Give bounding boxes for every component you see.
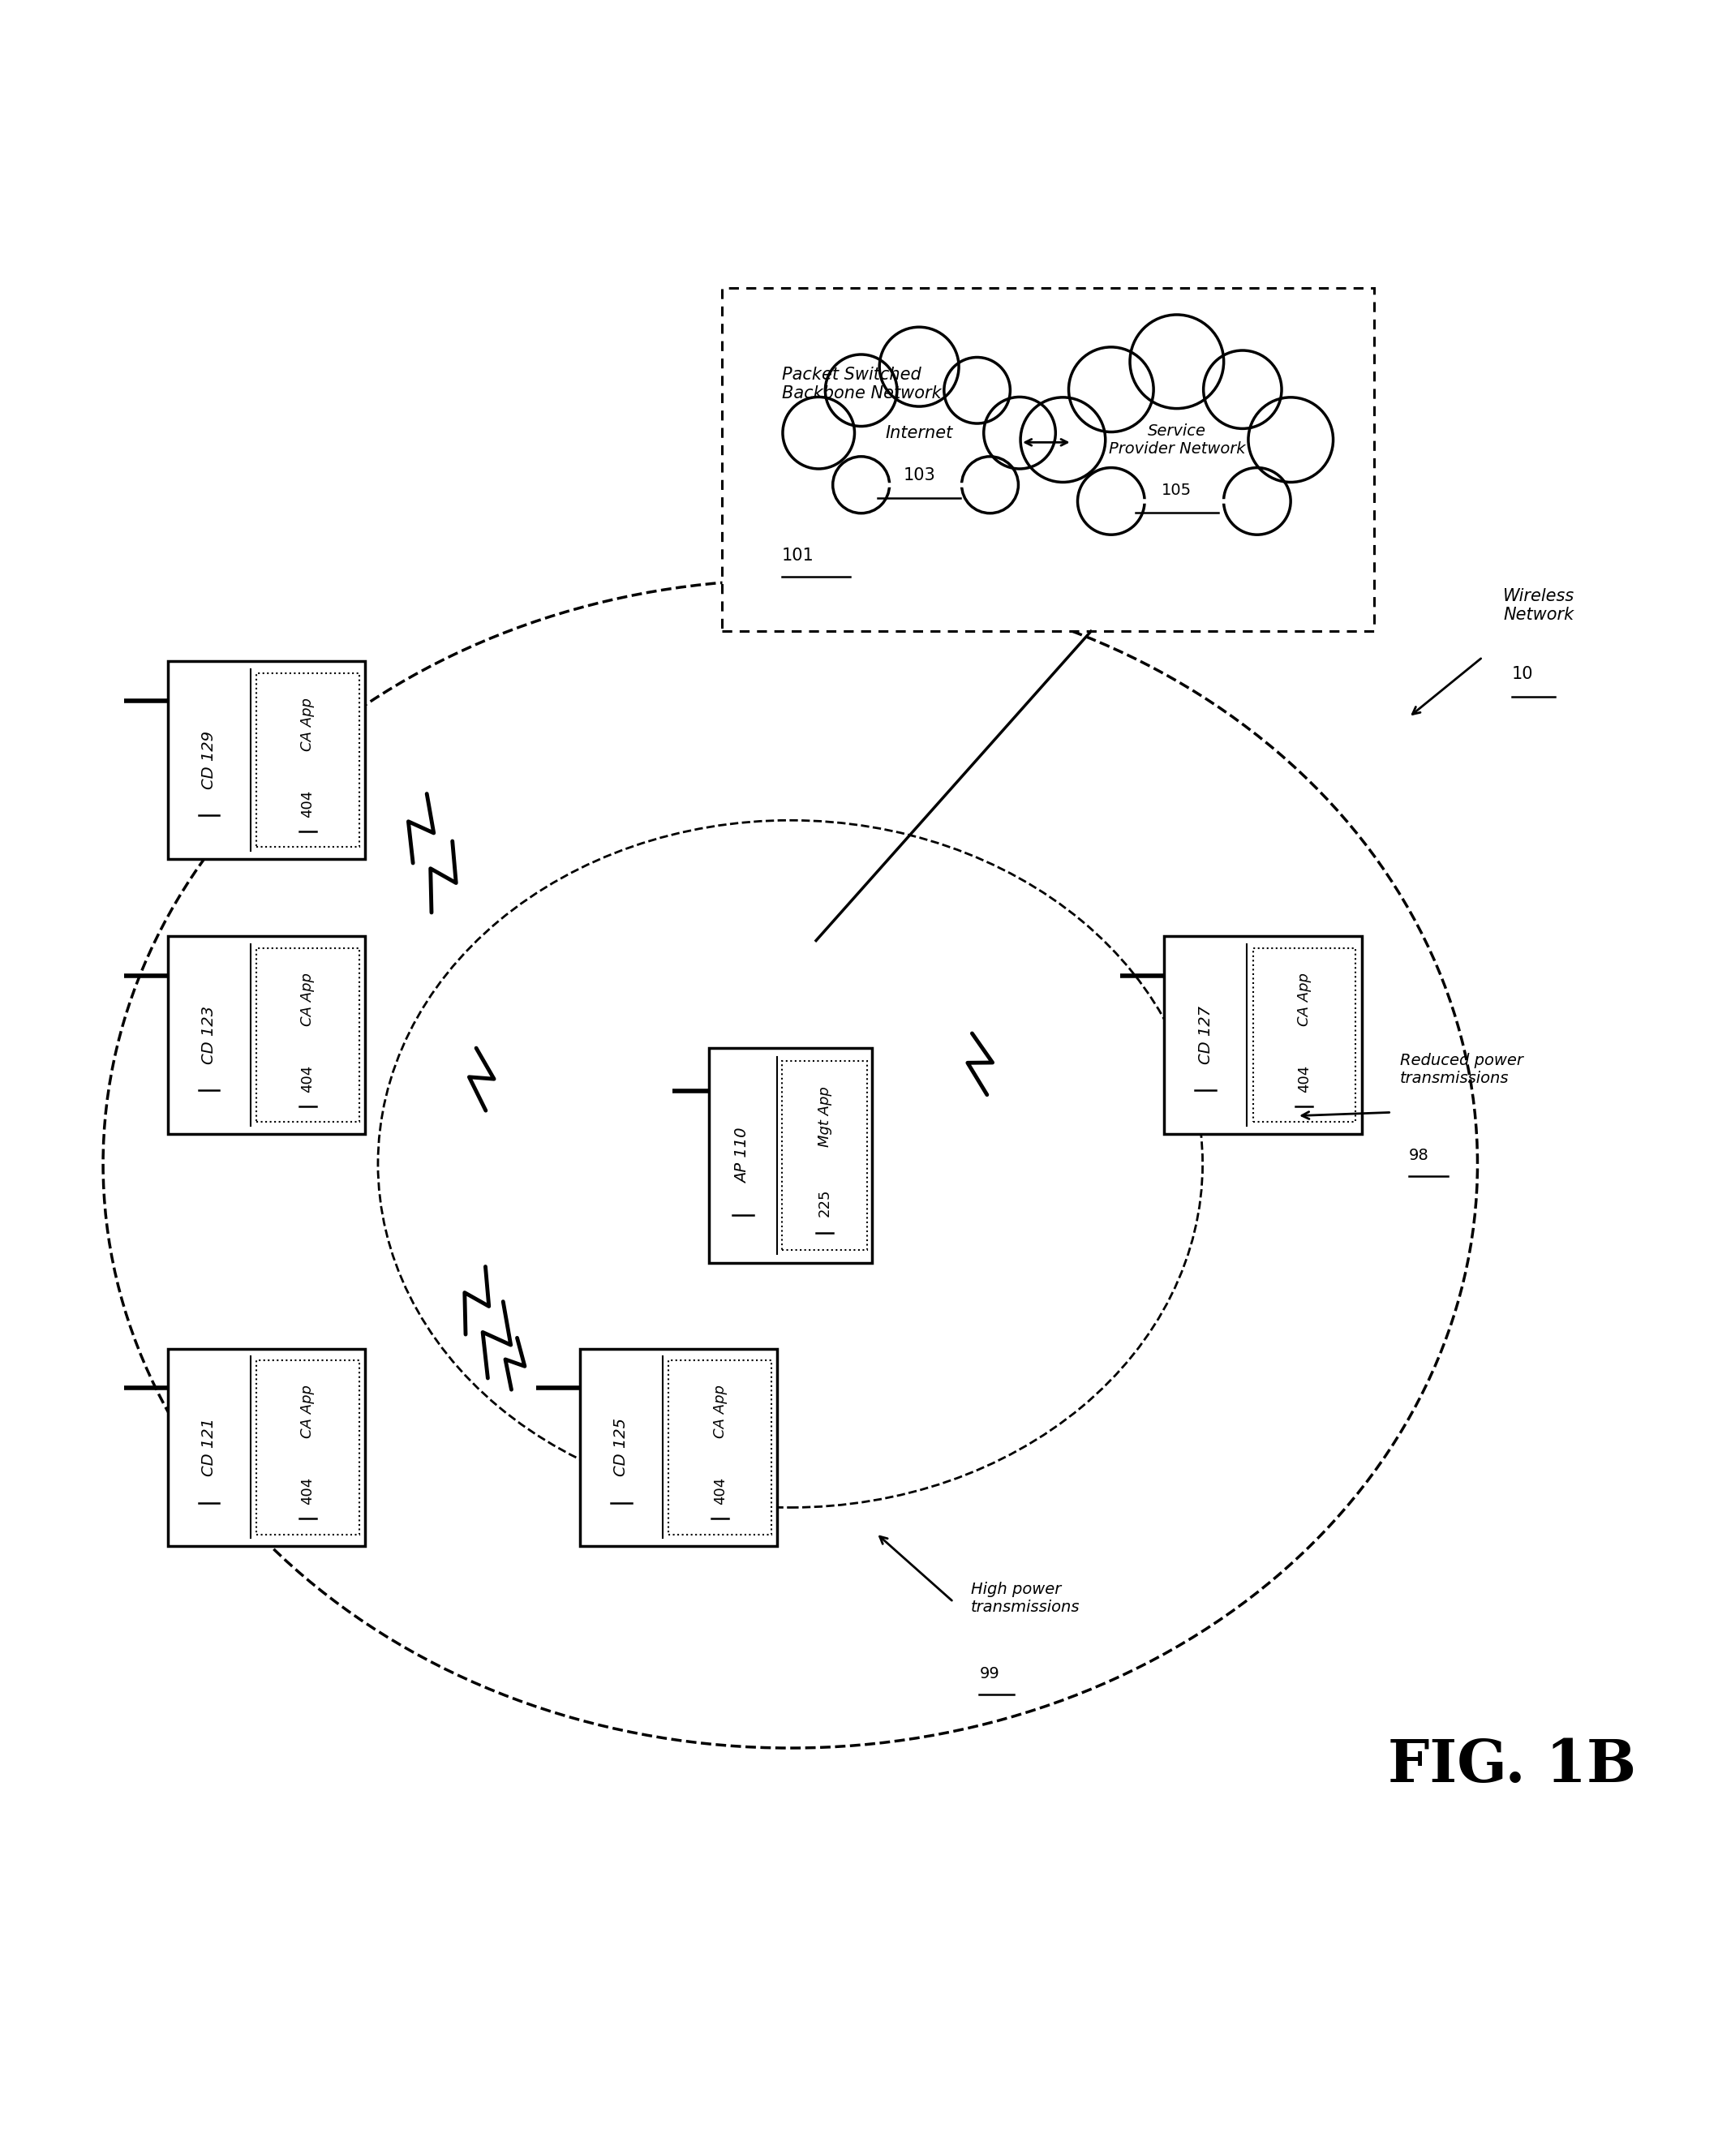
Bar [581, 1350, 777, 1546]
Text: CA App: CA App [1297, 972, 1311, 1026]
Circle shape [1077, 468, 1144, 535]
Bar [168, 936, 366, 1134]
Circle shape [783, 397, 854, 468]
Text: 404: 404 [301, 1065, 314, 1093]
Bar [710, 1048, 873, 1263]
Text: Internet: Internet [885, 425, 953, 442]
Text: CD 129: CD 129 [201, 731, 216, 789]
Text: 10: 10 [1512, 666, 1534, 683]
Text: 225: 225 [818, 1188, 832, 1216]
Bar [256, 1360, 359, 1535]
Bar [722, 287, 1374, 632]
Bar [1252, 949, 1356, 1121]
Text: 404: 404 [713, 1477, 727, 1505]
Text: 404: 404 [301, 1477, 314, 1505]
Circle shape [945, 358, 1010, 423]
Circle shape [880, 328, 959, 407]
Bar [668, 1360, 771, 1535]
Text: 99: 99 [979, 1667, 1000, 1682]
Bar [1165, 936, 1361, 1134]
Bar [168, 662, 366, 858]
Text: CD 121: CD 121 [201, 1419, 216, 1477]
Text: CA App: CA App [713, 1384, 727, 1438]
Text: CA App: CA App [301, 699, 314, 750]
Text: High power
transmissions: High power transmissions [971, 1583, 1081, 1615]
Bar [782, 1061, 868, 1250]
Text: FIG. 1B: FIG. 1B [1388, 1736, 1636, 1794]
Text: CD 125: CD 125 [613, 1419, 629, 1477]
Text: CD 127: CD 127 [1197, 1007, 1213, 1065]
Circle shape [984, 397, 1055, 468]
Text: Reduced power
transmissions: Reduced power transmissions [1400, 1052, 1524, 1087]
Text: 404: 404 [1297, 1065, 1311, 1093]
Circle shape [1204, 351, 1282, 429]
Circle shape [833, 457, 890, 513]
Text: CD 123: CD 123 [201, 1007, 216, 1065]
Circle shape [1223, 468, 1290, 535]
Text: 404: 404 [301, 789, 314, 817]
Circle shape [825, 354, 897, 427]
Circle shape [1130, 315, 1223, 407]
Circle shape [1249, 397, 1333, 483]
Text: Packet Switched
Backbone Network: Packet Switched Backbone Network [782, 367, 941, 401]
Text: 105: 105 [1161, 483, 1192, 498]
Text: Wireless
Network: Wireless Network [1503, 589, 1575, 623]
Bar [256, 673, 359, 847]
Text: 98: 98 [1409, 1147, 1429, 1162]
Ellipse shape [797, 367, 1041, 517]
Text: CA App: CA App [301, 972, 314, 1026]
Circle shape [1069, 347, 1153, 431]
Circle shape [962, 457, 1019, 513]
Bar [256, 949, 359, 1121]
Text: 103: 103 [904, 468, 935, 483]
Text: AP 110: AP 110 [735, 1128, 751, 1184]
Text: CA App: CA App [301, 1384, 314, 1438]
Text: 101: 101 [782, 548, 814, 565]
Text: Service
Provider Network: Service Provider Network [1108, 423, 1246, 457]
Bar [168, 1350, 366, 1546]
Text: Mgt App: Mgt App [818, 1087, 832, 1147]
Circle shape [1020, 397, 1105, 483]
Ellipse shape [1038, 362, 1316, 541]
